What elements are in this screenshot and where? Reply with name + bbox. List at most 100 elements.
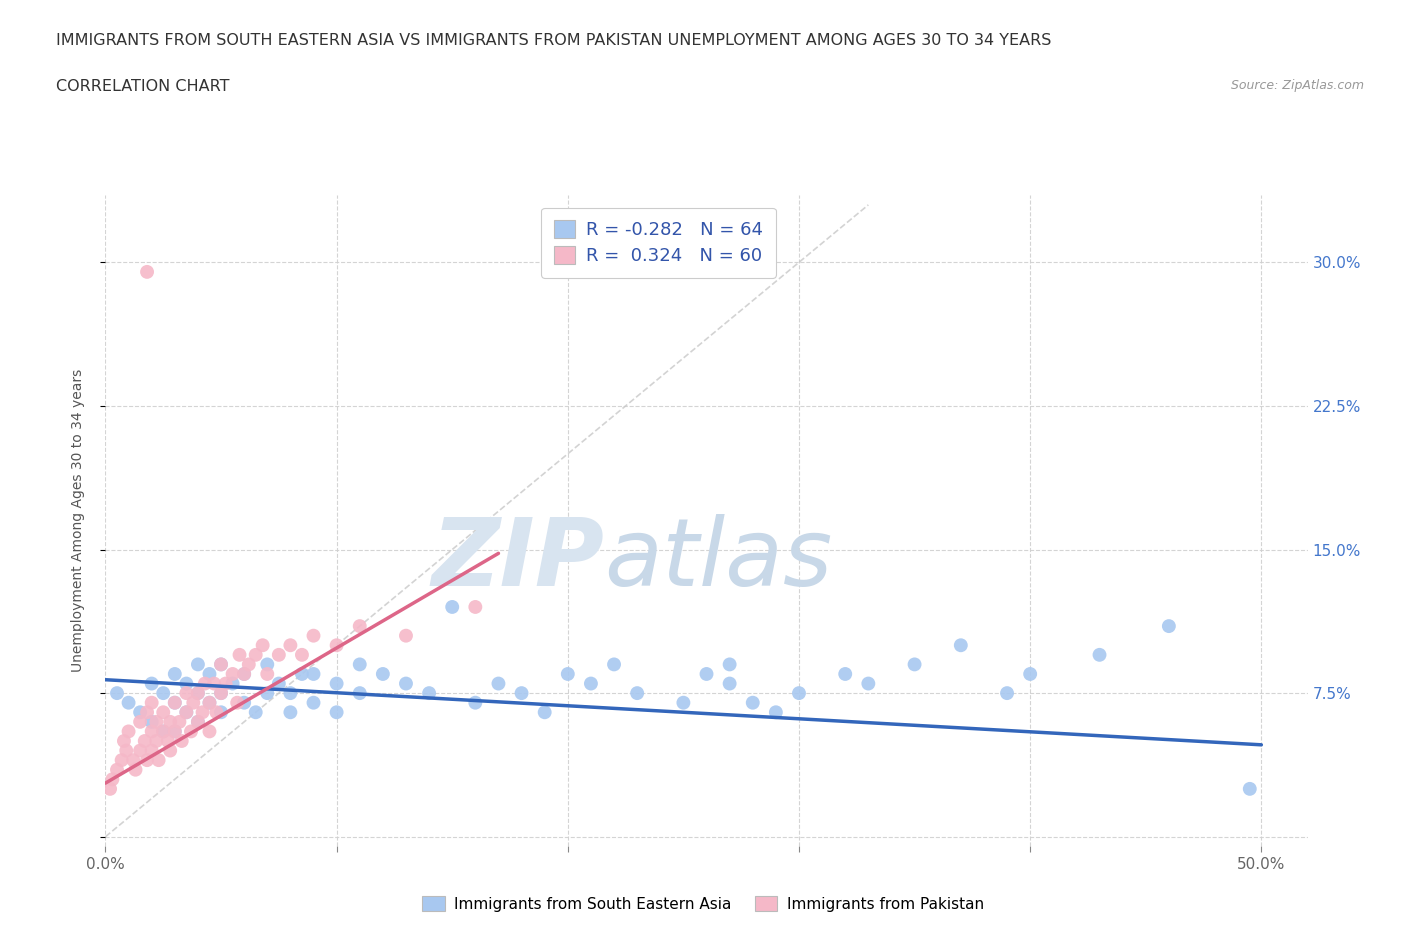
Point (245, 705, 267, 720)
Point (163, 724, 186, 738)
Point (194, 676, 217, 691)
Point (141, 714, 163, 729)
Text: ZIP: ZIP (432, 514, 605, 605)
Point (325, 638, 347, 653)
Point (141, 724, 163, 738)
Point (198, 696, 221, 711)
Point (202, 676, 225, 691)
Point (233, 696, 256, 711)
Point (579, 676, 602, 691)
Point (152, 724, 174, 738)
Point (98, 781, 121, 796)
Point (163, 696, 186, 711)
Point (101, 772, 124, 787)
Point (134, 734, 156, 749)
Point (488, 676, 510, 691)
Point (129, 714, 152, 729)
Point (533, 705, 555, 720)
Point (228, 647, 250, 662)
Point (302, 696, 325, 711)
Point (1157, 618, 1180, 633)
Point (226, 696, 249, 711)
Point (129, 743, 152, 758)
Point (441, 600, 464, 615)
Text: IMMIGRANTS FROM SOUTH EASTERN ASIA VS IMMIGRANTS FROM PAKISTAN UNEMPLOYMENT AMON: IMMIGRANTS FROM SOUTH EASTERN ASIA VS IM… (56, 33, 1052, 47)
Y-axis label: Unemployment Among Ages 30 to 34 years: Unemployment Among Ages 30 to 34 years (70, 369, 84, 672)
Text: atlas: atlas (605, 514, 832, 605)
Point (302, 629, 325, 644)
Point (198, 667, 221, 682)
Point (176, 705, 198, 720)
Point (129, 705, 152, 720)
Point (148, 752, 170, 767)
Point (198, 696, 221, 711)
Point (152, 724, 174, 738)
Point (170, 734, 193, 749)
Point (395, 629, 418, 644)
Point (302, 667, 325, 682)
Point (256, 685, 278, 700)
Point (267, 647, 290, 662)
Point (136, 705, 159, 720)
Point (141, 743, 163, 758)
Point (141, 676, 163, 691)
Point (291, 647, 314, 662)
Point (741, 696, 763, 711)
Point (136, 752, 159, 767)
Point (141, 696, 163, 711)
Point (209, 657, 232, 671)
Point (105, 763, 128, 777)
Point (187, 685, 209, 700)
Point (672, 696, 695, 711)
Point (395, 676, 418, 691)
Point (995, 685, 1018, 700)
Point (163, 667, 186, 682)
Point (187, 714, 209, 729)
Point (464, 696, 486, 711)
Point (124, 763, 146, 777)
Point (221, 676, 243, 691)
Point (949, 638, 972, 653)
Point (256, 657, 278, 671)
Point (191, 705, 214, 720)
Point (176, 676, 198, 691)
Point (557, 667, 579, 682)
Point (117, 724, 139, 738)
Point (209, 705, 232, 720)
Point (187, 685, 209, 700)
Point (349, 685, 371, 700)
Point (371, 667, 394, 682)
Point (169, 714, 191, 729)
Point (209, 657, 232, 671)
Point (695, 667, 717, 682)
Text: Source: ZipAtlas.com: Source: ZipAtlas.com (1230, 79, 1364, 92)
Point (233, 667, 256, 682)
Point (176, 705, 198, 720)
Point (214, 676, 236, 691)
Point (221, 667, 243, 682)
Point (1239, 781, 1261, 796)
Point (205, 705, 228, 720)
Point (858, 676, 880, 691)
Point (787, 685, 810, 700)
Point (198, 724, 221, 738)
Point (245, 647, 267, 662)
Legend: R = -0.282   N = 64, R =  0.324   N = 60: R = -0.282 N = 64, R = 0.324 N = 60 (541, 207, 776, 278)
Point (603, 657, 626, 671)
Point (111, 752, 134, 767)
Point (233, 667, 256, 682)
Point (187, 657, 209, 671)
Point (152, 685, 174, 700)
Point (291, 667, 314, 682)
Point (159, 714, 181, 729)
Point (145, 734, 167, 749)
Point (156, 734, 179, 749)
Point (209, 685, 232, 700)
Text: CORRELATION CHART: CORRELATION CHART (56, 79, 229, 94)
Point (325, 676, 347, 691)
Point (122, 752, 145, 767)
Point (115, 743, 138, 758)
Point (1019, 667, 1042, 682)
Point (105, 685, 128, 700)
Point (834, 667, 856, 682)
